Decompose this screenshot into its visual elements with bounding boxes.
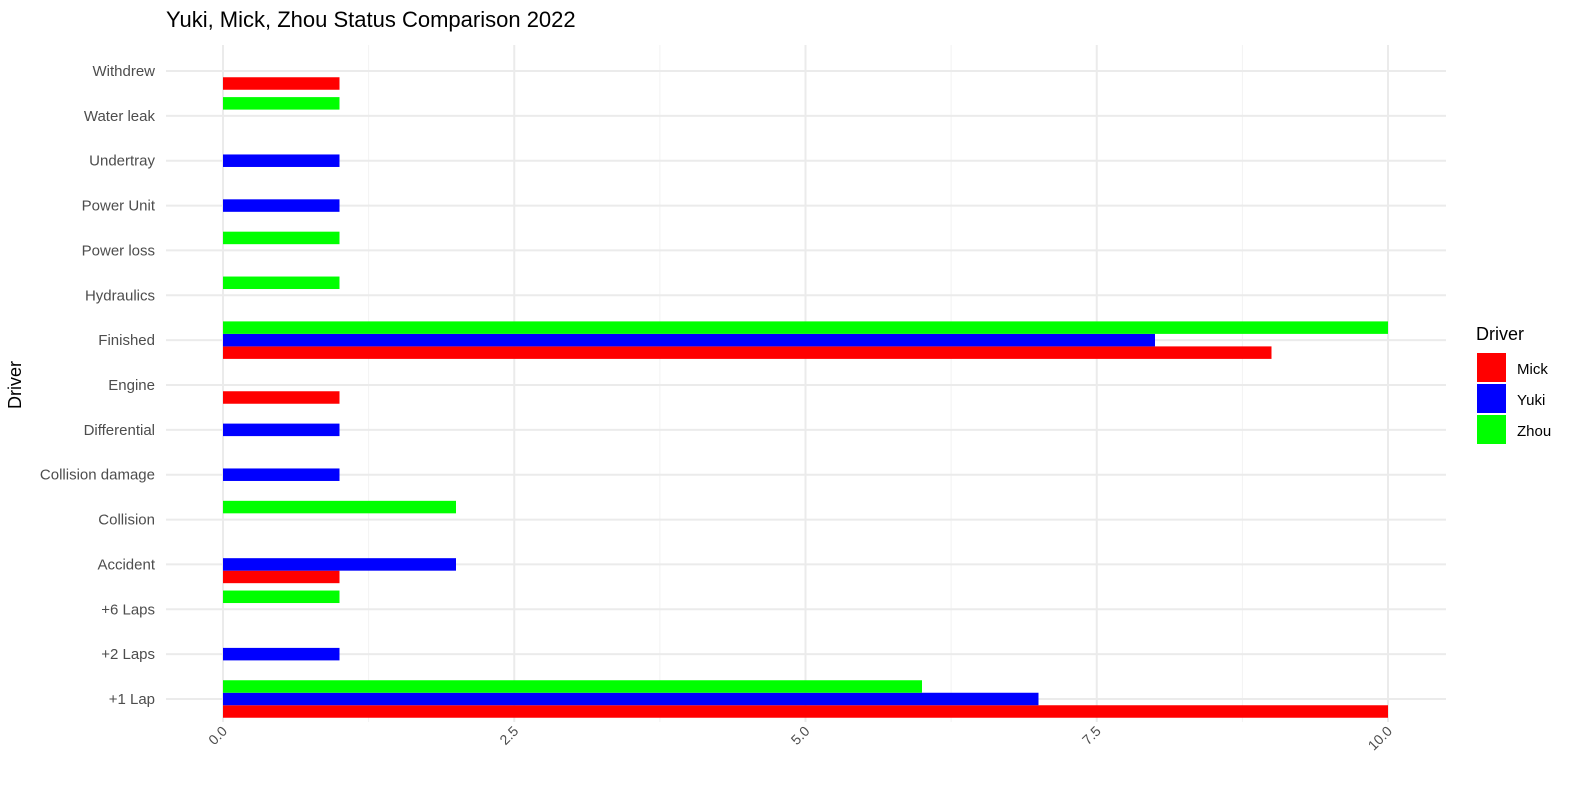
legend-key-mick — [1477, 353, 1506, 382]
x-tick-label: 2.5 — [496, 723, 521, 748]
bar-zhou-finished — [223, 321, 1388, 334]
y-tick-label: +1 Lap — [109, 691, 155, 708]
y-tick-labels: +1 Lap +2 Laps +6 Laps Accident Collision Col… — [40, 63, 156, 708]
bar-yuki-accident — [223, 558, 456, 571]
bar-zhou-hydraulics — [223, 276, 340, 290]
bar-zhou-collision — [223, 500, 456, 514]
y-tick-label: Collision — [98, 512, 155, 529]
bar-mick--1-lap — [223, 705, 1388, 718]
y-axis-title: Driver — [5, 361, 25, 409]
bar-yuki-collision-damage — [223, 468, 340, 481]
bar-zhou-water-leak — [223, 97, 340, 110]
y-tick-label: Power Unit — [82, 198, 156, 215]
grid-lines — [166, 45, 1446, 722]
y-tick-label: Power loss — [82, 242, 155, 259]
y-tick-label: Undertray — [89, 153, 155, 170]
legend-label-yuki: Yuki — [1517, 392, 1545, 409]
bar-yuki--2-laps — [223, 647, 340, 661]
bar-yuki-differential — [223, 423, 340, 437]
bar-mick-accident — [223, 570, 340, 584]
bar-mick-finished — [223, 346, 1272, 359]
y-tick-label: +6 Laps — [101, 601, 155, 618]
bar-zhou--1-lap — [223, 680, 922, 693]
x-tick-label: 5.0 — [788, 723, 813, 748]
y-tick-label: Collision damage — [40, 467, 155, 484]
y-tick-label: Finished — [98, 332, 155, 349]
bar-yuki-power-unit — [223, 199, 340, 212]
legend-label-zhou: Zhou — [1517, 423, 1551, 440]
x-tick-label: 7.5 — [1079, 723, 1104, 748]
bar-yuki-undertray — [223, 154, 340, 167]
chart-title: Yuki, Mick, Zhou Status Comparison 2022 — [166, 7, 576, 32]
y-tick-label: Hydraulics — [85, 287, 155, 304]
legend-key-zhou — [1477, 415, 1506, 444]
bar-zhou--6-laps — [223, 590, 340, 604]
y-tick-label: Differential — [84, 422, 155, 439]
bar-mick-engine — [223, 391, 340, 404]
x-tick-label: 0.0 — [205, 723, 230, 748]
y-tick-label: Accident — [97, 556, 155, 573]
legend-key-yuki — [1477, 384, 1506, 413]
legend: Driver Mick Yuki Zhou — [1476, 324, 1551, 444]
y-tick-label: Water leak — [84, 108, 156, 125]
y-tick-label: Engine — [108, 377, 155, 394]
bars — [223, 77, 1388, 718]
bar-zhou-power-loss — [223, 231, 340, 245]
legend-label-mick: Mick — [1517, 361, 1548, 378]
y-tick-label: Withdrew — [92, 63, 155, 80]
legend-title: Driver — [1476, 324, 1524, 344]
x-tick-labels: 0.0 2.5 5.0 7.5 10.0 — [205, 723, 1395, 754]
x-tick-label: 10.0 — [1365, 723, 1396, 754]
bar-mick-withdrew — [223, 77, 340, 90]
y-tick-label: +2 Laps — [101, 646, 155, 663]
bar-yuki-finished — [223, 333, 1155, 347]
bar-yuki--1-lap — [223, 692, 1039, 706]
